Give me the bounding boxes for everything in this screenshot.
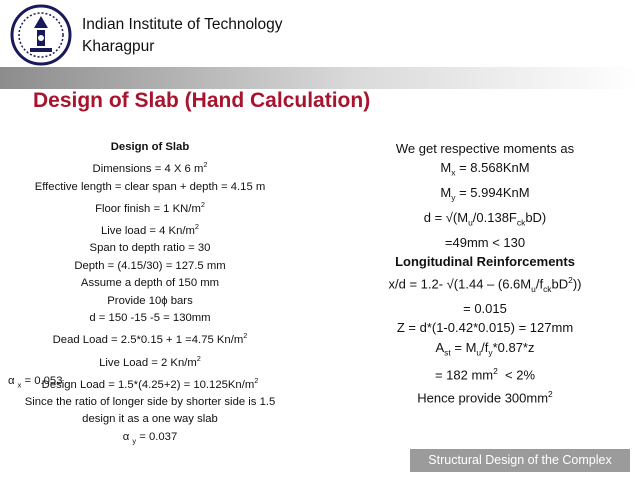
calc-line: Design Load = 1.5*(4.25+2) = 10.125Kn/m2: [0, 372, 300, 394]
text: < 2%: [497, 367, 536, 383]
text: Span to depth ratio = 30: [89, 242, 211, 255]
superscript: 2: [203, 160, 208, 170]
superscript: 2: [548, 388, 553, 399]
subscript: y: [132, 435, 137, 445]
subscript: ck: [543, 283, 552, 294]
header-band: [0, 67, 638, 89]
calc-line: Live load = 4 Kn/m2: [0, 218, 300, 240]
text: Assume a depth of 150 mm: [80, 277, 220, 290]
text: d = 150 -15 -5 = 130mm: [89, 311, 211, 324]
calc-line: Dead Load = 2.5*0.15 + 1 =4.75 Kn/m2: [0, 327, 300, 349]
calc-line: α y = 0.037: [0, 429, 300, 450]
superscript: 2: [196, 353, 201, 363]
subscript: x: [17, 380, 22, 390]
text: We get respective moments as: [395, 141, 575, 156]
text: Effective length = clear span + depth = …: [34, 180, 266, 193]
calc-line: Since the ratio of longer side by shorte…: [0, 394, 300, 411]
calc-line: Floor finish = 1 KN/m2: [0, 196, 300, 218]
right-column: We get respective moments as Mx = 8.568Kn…: [330, 139, 638, 407]
calc-line: Span to depth ratio = 30: [0, 240, 300, 257]
text: )): [572, 276, 582, 292]
calc-line: =49mm < 130: [330, 233, 638, 252]
subscript: u: [531, 283, 536, 294]
text: = 182 mm: [434, 367, 494, 383]
calc-line: Assume a depth of 150 mm: [0, 275, 300, 292]
text: Depth = (4.15/30) = 127.5 mm: [74, 259, 226, 272]
text: Design Load = 1.5*(4.25+2) = 10.125Kn/m: [41, 378, 255, 391]
subscript: u: [468, 217, 473, 228]
calc-line: = 0.015: [330, 299, 638, 318]
text: *0.87*z: [492, 339, 535, 355]
superscript: 2: [194, 222, 199, 232]
text: M: [440, 185, 452, 200]
text: α: [8, 375, 18, 387]
text: Provide 10ϕ bars: [107, 294, 193, 307]
text: bD): [525, 209, 547, 225]
calc-line: d = 150 -15 -5 = 130mm: [0, 310, 300, 327]
subscript: y: [451, 192, 456, 203]
calc-line: Dimensions = 4 X 6 m2: [0, 156, 300, 178]
superscript: 2: [568, 275, 573, 285]
text: Live load = 4 Kn/m: [101, 224, 195, 237]
footer: Structural Design of the Complex: [410, 449, 630, 472]
text: /0.138F: [472, 209, 517, 225]
text: α: [122, 430, 133, 443]
text: = 5.994KnM: [455, 185, 530, 200]
text: = 8.568KnM: [455, 160, 530, 176]
calc-line: We get respective moments as: [330, 139, 638, 158]
text: A: [435, 339, 445, 355]
text: Hence provide 300mm: [417, 390, 549, 406]
subscript: y: [488, 347, 493, 358]
left-column: Design of Slab Dimensions = 4 X 6 m2 Effe…: [0, 139, 300, 449]
text: x/d = 1.2- √(1.44 – (6.6M: [388, 276, 532, 292]
calc-line: α x = 0.053: [8, 375, 63, 389]
calc-line: Live Load = 2 Kn/m2: [0, 350, 300, 372]
left-heading: Design of Slab: [110, 141, 190, 153]
subscript: st: [444, 347, 451, 358]
text: Z = d*(1-0.42*0.015) = 127mm: [396, 320, 574, 336]
text: Live Load = 2 Kn/m: [99, 356, 197, 369]
superscript: 2: [493, 366, 498, 377]
calc-line: Hence provide 300mm2: [330, 385, 638, 408]
institute-name: Indian Institute of Technology: [82, 16, 283, 33]
text: Since the ratio of longer side by shorte…: [24, 395, 276, 408]
text: /f: [535, 276, 544, 292]
text: design it as a one way slab: [82, 413, 218, 426]
subscript: ck: [516, 217, 526, 228]
text: Dimensions = 4 X 6 m: [92, 163, 204, 176]
calc-line: Mx = 8.568KnM: [330, 158, 638, 183]
calc-line: Provide 10ϕ bars: [0, 293, 300, 310]
calc-line: d = √(Mu/0.138FckbD): [330, 208, 638, 233]
superscript: 2: [200, 199, 205, 209]
text: d = √(M: [423, 209, 469, 225]
calc-line: Ast = Mu/fy*0.87*z: [330, 338, 638, 363]
text: bD: [551, 276, 569, 292]
text: Longitudinal Reinforcements: [395, 253, 575, 269]
calc-line: Z = d*(1-0.42*0.015) = 127mm: [330, 318, 638, 337]
subscript: u: [476, 347, 482, 358]
text: M: [440, 160, 452, 176]
calc-line: = 182 mm2 < 2%: [330, 362, 638, 385]
subscript: x: [451, 167, 456, 178]
slide-title: Design of Slab (Hand Calculation): [33, 89, 371, 112]
institute-place: Kharagpur: [82, 38, 155, 55]
calc-line: My = 5.994KnM: [330, 183, 638, 208]
text: /f: [481, 339, 489, 355]
calc-line: Depth = (4.15/30) = 127.5 mm: [0, 258, 300, 275]
text: = 0.037: [136, 430, 178, 443]
calc-line: x/d = 1.2- √(1.44 – (6.6Mu/fckbD2)): [330, 271, 638, 299]
superscript: 2: [243, 331, 248, 341]
superscript: 2: [254, 375, 259, 385]
calc-line: design it as a one way slab: [0, 411, 300, 428]
text: = M: [450, 339, 477, 355]
calc-line: Longitudinal Reinforcements: [330, 252, 638, 271]
text: Floor finish = 1 KN/m: [95, 202, 201, 215]
text: Dead Load = 2.5*0.15 + 1 =4.75 Kn/m: [52, 334, 244, 347]
logo: [10, 4, 72, 66]
text: = 0.053: [21, 375, 63, 387]
text: = 0.015: [463, 301, 507, 317]
text: =49mm < 130: [444, 234, 526, 250]
calc-line: Effective length = clear span + depth = …: [0, 179, 300, 196]
